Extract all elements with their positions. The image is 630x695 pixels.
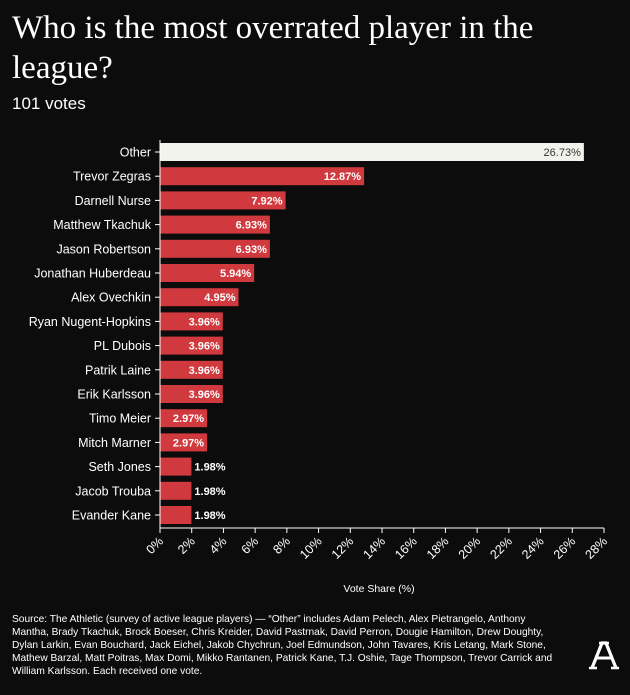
x-tick-label: 18% — [424, 534, 452, 562]
chart-title: Who is the most overrated player in the … — [12, 10, 534, 86]
data-label: 5.94% — [220, 268, 251, 280]
category-label: Jonathan Huberdeau — [34, 267, 151, 281]
bar — [160, 336, 223, 355]
x-tick-label: 26% — [551, 534, 579, 562]
category-label: Matthew Tkachuk — [53, 218, 151, 232]
category-label: Jason Robertson — [56, 242, 151, 256]
bar — [160, 264, 255, 282]
data-label: 6.93% — [236, 244, 267, 256]
data-label: 3.96% — [189, 316, 220, 328]
x-tick-label: 4% — [207, 534, 230, 557]
bar — [160, 360, 223, 379]
x-tick-label: 14% — [361, 534, 389, 562]
category-label: Trevor Zegras — [73, 170, 151, 184]
x-tick-label: 22% — [487, 534, 515, 562]
athletic-a-logo-icon — [589, 641, 619, 670]
data-label: 1.98% — [194, 510, 225, 522]
x-tick-label: 12% — [329, 534, 357, 562]
x-tick-label: 6% — [239, 534, 262, 557]
data-label: 7.92% — [251, 195, 282, 207]
x-tick-label: 24% — [519, 534, 547, 562]
data-label: 2.97% — [173, 413, 204, 425]
x-tick-label: 2% — [175, 534, 198, 557]
data-label: 3.96% — [189, 389, 220, 401]
category-label: Timo Meier — [89, 412, 151, 426]
bar — [160, 481, 192, 500]
x-axis-title: Vote Share (%) — [343, 583, 414, 595]
data-label: 12.87% — [324, 171, 362, 183]
bar — [160, 288, 239, 307]
data-label: 3.96% — [189, 365, 220, 377]
category-label: PL Dubois — [94, 339, 151, 353]
category-label: Other — [120, 146, 151, 160]
category-label: Alex Ovechkin — [71, 291, 151, 305]
bar — [160, 239, 270, 258]
category-label: Mitch Marner — [78, 436, 151, 450]
bar — [160, 167, 365, 186]
data-label: 1.98% — [194, 462, 225, 474]
data-label: 6.93% — [236, 220, 267, 232]
data-label: 26.73% — [544, 147, 582, 159]
data-label: 1.98% — [194, 486, 225, 498]
data-label: 4.95% — [204, 292, 235, 304]
bar — [160, 433, 208, 452]
x-tick-label: 10% — [297, 534, 325, 562]
category-label: Ryan Nugent-Hopkins — [29, 315, 151, 329]
bar — [160, 215, 270, 234]
category-label: Seth Jones — [88, 460, 151, 474]
x-tick-label: 20% — [456, 534, 484, 562]
bar — [160, 457, 192, 476]
x-tick-label: 16% — [392, 534, 420, 562]
data-label: 2.97% — [173, 437, 204, 449]
category-label: Darnell Nurse — [75, 194, 151, 208]
category-label: Erik Karlsson — [77, 388, 151, 402]
bar-chart: Other 26.73% Trevor Zegras 12.87% Darnell Nu… — [29, 140, 611, 595]
bar — [160, 312, 223, 331]
bar — [160, 409, 208, 428]
x-tick-label: 28% — [583, 534, 611, 562]
category-label: Patrik Laine — [85, 363, 151, 377]
data-label: 3.96% — [189, 341, 220, 353]
category-label: Jacob Trouba — [75, 484, 151, 498]
bar — [160, 506, 192, 524]
category-label: Evander Kane — [72, 509, 151, 523]
source-note: Source: The Athletic (survey of active l… — [12, 614, 553, 677]
bar — [160, 385, 223, 403]
bar-highlight — [160, 143, 584, 161]
chart-subtitle: 101 votes — [12, 94, 86, 113]
x-tick-label: 8% — [270, 534, 293, 557]
x-tick-label: 0% — [143, 534, 166, 557]
bar — [160, 191, 286, 210]
